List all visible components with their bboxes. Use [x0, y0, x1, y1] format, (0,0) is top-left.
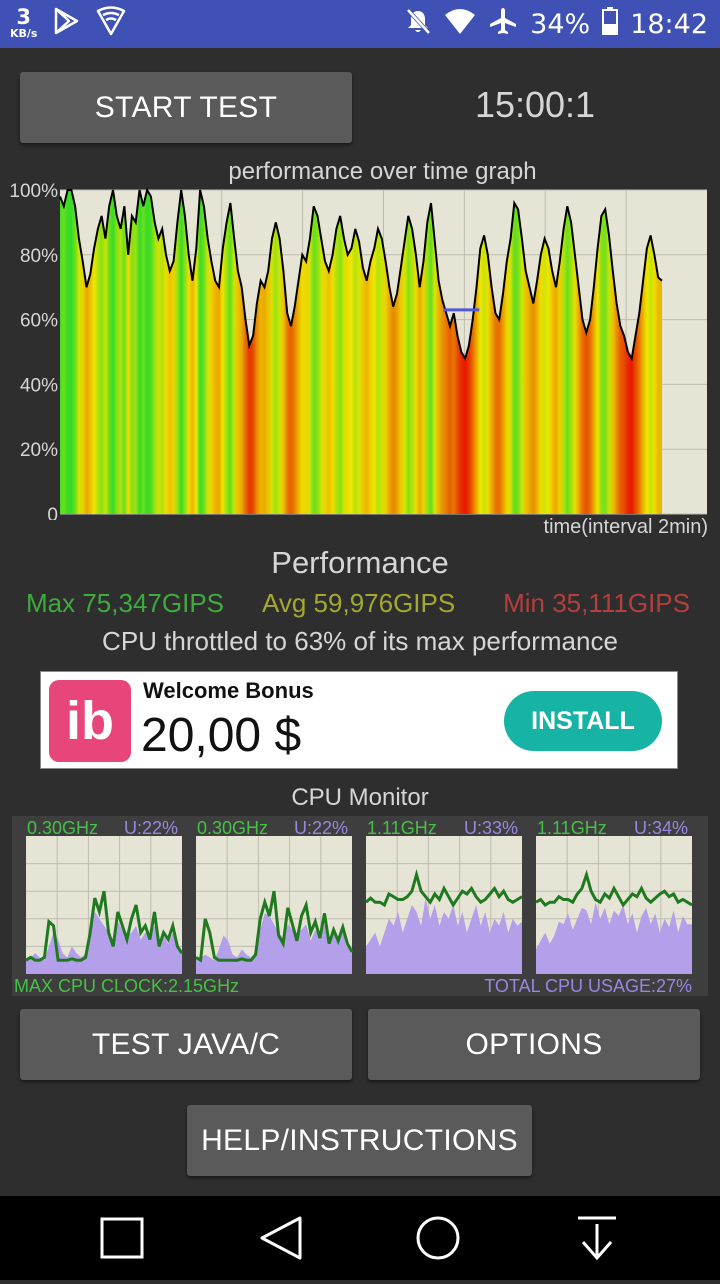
shield-wifi-icon [95, 6, 127, 40]
status-left: 3 KB/s [10, 6, 127, 40]
nav-icons [100, 1216, 616, 1261]
test-java-c-button[interactable]: TEST JAVA/C [20, 1009, 352, 1080]
ad-amount: 20,00 $ [141, 709, 302, 762]
cpu-core-graph [365, 836, 523, 974]
play-store-icon [51, 6, 81, 40]
core-3-usage: U:34% [634, 818, 689, 838]
cpu-usage-area [366, 898, 522, 974]
max-cpu-clock: MAX CPU CLOCK:2.15GHz [14, 976, 240, 996]
performance-title: Performance [271, 545, 449, 580]
options-button[interactable]: OPTIONS [368, 1009, 700, 1080]
core-1-usage: U:22% [294, 818, 349, 838]
network-speed-value: 3 [16, 5, 32, 29]
y-tick-label: 0 [47, 505, 58, 520]
back-icon[interactable] [260, 1216, 302, 1260]
notification-pull-icon[interactable] [578, 1216, 616, 1261]
graph-title: performance over time graph [228, 158, 537, 185]
core-3-frequency: 1.11GHz [537, 818, 607, 838]
test-timer: 15:00:1 [474, 84, 596, 125]
cpu-core-graph [195, 836, 354, 974]
core-2-frequency: 1.11GHz [367, 818, 437, 838]
status-bar: 3 KB/s 34% 18:42 [0, 0, 720, 48]
performance-line [59, 187, 663, 362]
core-0-frequency: 0.30GHz [27, 818, 99, 838]
battery-icon [602, 6, 619, 42]
ad-install-button[interactable]: INSTALL [504, 691, 662, 751]
min-performance: Min 35,111GIPS [503, 588, 690, 618]
performance-area [60, 190, 662, 514]
y-tick-label: 40% [20, 375, 58, 396]
graph-x-axis-label: time(interval 2min) [543, 516, 708, 538]
core-1-frequency: 0.30GHz [197, 818, 269, 838]
performance-graph: 0 20% 40% 60% 80% 100% [9, 181, 707, 520]
help-instructions-button[interactable]: HELP/INSTRUCTIONS [187, 1105, 532, 1176]
status-right: 34% 18:42 [404, 0, 708, 48]
cpu-frequency-line [25, 890, 184, 962]
airplane-icon [488, 6, 518, 43]
ad-headline: Welcome Bonus [143, 678, 314, 703]
cpu-monitor-graphs [25, 836, 693, 974]
y-tick-label: 60% [20, 311, 58, 332]
cpu-core-graph [25, 836, 184, 974]
start-test-button[interactable]: START TEST [20, 72, 352, 143]
wifi-icon [444, 7, 476, 42]
cpu-frequency-line [535, 869, 693, 908]
ad-logo-icon: ib [49, 680, 131, 762]
battery-percent: 34% [530, 8, 591, 40]
core-0-usage: U:22% [124, 818, 179, 838]
mute-icon [404, 7, 432, 42]
cpu-frequency-line [365, 868, 523, 908]
core-2-usage: U:33% [464, 818, 519, 838]
cpu-usage-area [26, 911, 182, 974]
cpu-frequency-line [195, 890, 354, 963]
cpu-core-graph [535, 836, 693, 974]
max-performance: Max 75,347GIPS [26, 588, 224, 618]
navigation-bar [0, 1196, 720, 1280]
graph-axis: 0 20% 40% 60% 80% 100% [9, 181, 58, 520]
cpu-monitor-title: CPU Monitor [291, 784, 429, 811]
throttle-summary: CPU throttled to 63% of its max performa… [102, 626, 618, 656]
cpu-monitor-panel: 0.30GHz U:22% 0.30GHz U:22% 1.11GHz U:33… [12, 816, 708, 996]
clock: 18:42 [630, 8, 708, 40]
recent-apps-icon[interactable] [100, 1217, 144, 1259]
network-speed-unit: KB/s [10, 27, 38, 40]
ad-banner[interactable]: ib Welcome Bonus 20,00 $ INSTALL [40, 671, 678, 769]
y-tick-label: 80% [20, 246, 58, 267]
y-tick-label: 100% [9, 181, 58, 202]
cpu-usage-area [536, 902, 692, 974]
network-speed: 3 KB/s [10, 5, 38, 40]
home-icon[interactable] [416, 1216, 460, 1260]
total-cpu-usage: TOTAL CPU USAGE:27% [484, 976, 692, 996]
y-tick-label: 20% [20, 440, 58, 461]
avg-performance: Avg 59,976GIPS [262, 588, 456, 618]
